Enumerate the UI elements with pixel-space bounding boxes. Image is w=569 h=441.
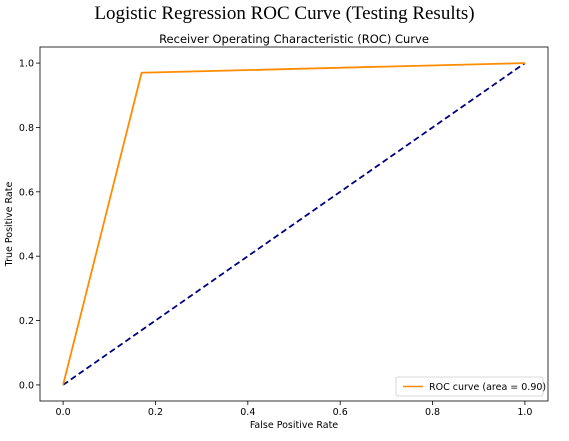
y-tick-label: 0.0 [19,380,34,391]
chance-diagonal-line [62,62,526,386]
x-tick-label: 0.2 [148,407,163,418]
legend-box [395,376,544,397]
legend-label: ROC curve (area = 0.90) [429,382,546,393]
x-tick-label: 0.4 [240,407,255,418]
y-tick-label: 1.0 [19,59,34,70]
series-layer [62,62,526,386]
ticks-layer: 0.0 0.2 0.4 0.6 0.8 1.0 0.0 0.2 0.4 0.6 0.8 1.0 [19,59,533,418]
y-tick-label: 0.6 [19,187,34,198]
roc-curve-line [62,62,525,386]
x-axis-label: False Positive Rate [250,420,338,431]
legend: ROC curve (area = 0.90) [395,376,546,397]
chart-title: Receiver Operating Characteristic (ROC) … [159,32,429,46]
y-tick-label: 0.4 [19,252,34,263]
y-tick-label: 0.8 [19,123,34,134]
x-tick-label: 1.0 [517,407,532,418]
x-tick-label: 0.0 [56,407,71,418]
y-tick-label: 0.2 [19,316,34,327]
figure-caption: Logistic Regression ROC Curve (Testing R… [94,3,475,24]
x-tick-label: 0.6 [333,407,348,418]
x-tick-label: 0.8 [425,407,440,418]
y-axis-label: True Positive Rate [4,182,15,268]
